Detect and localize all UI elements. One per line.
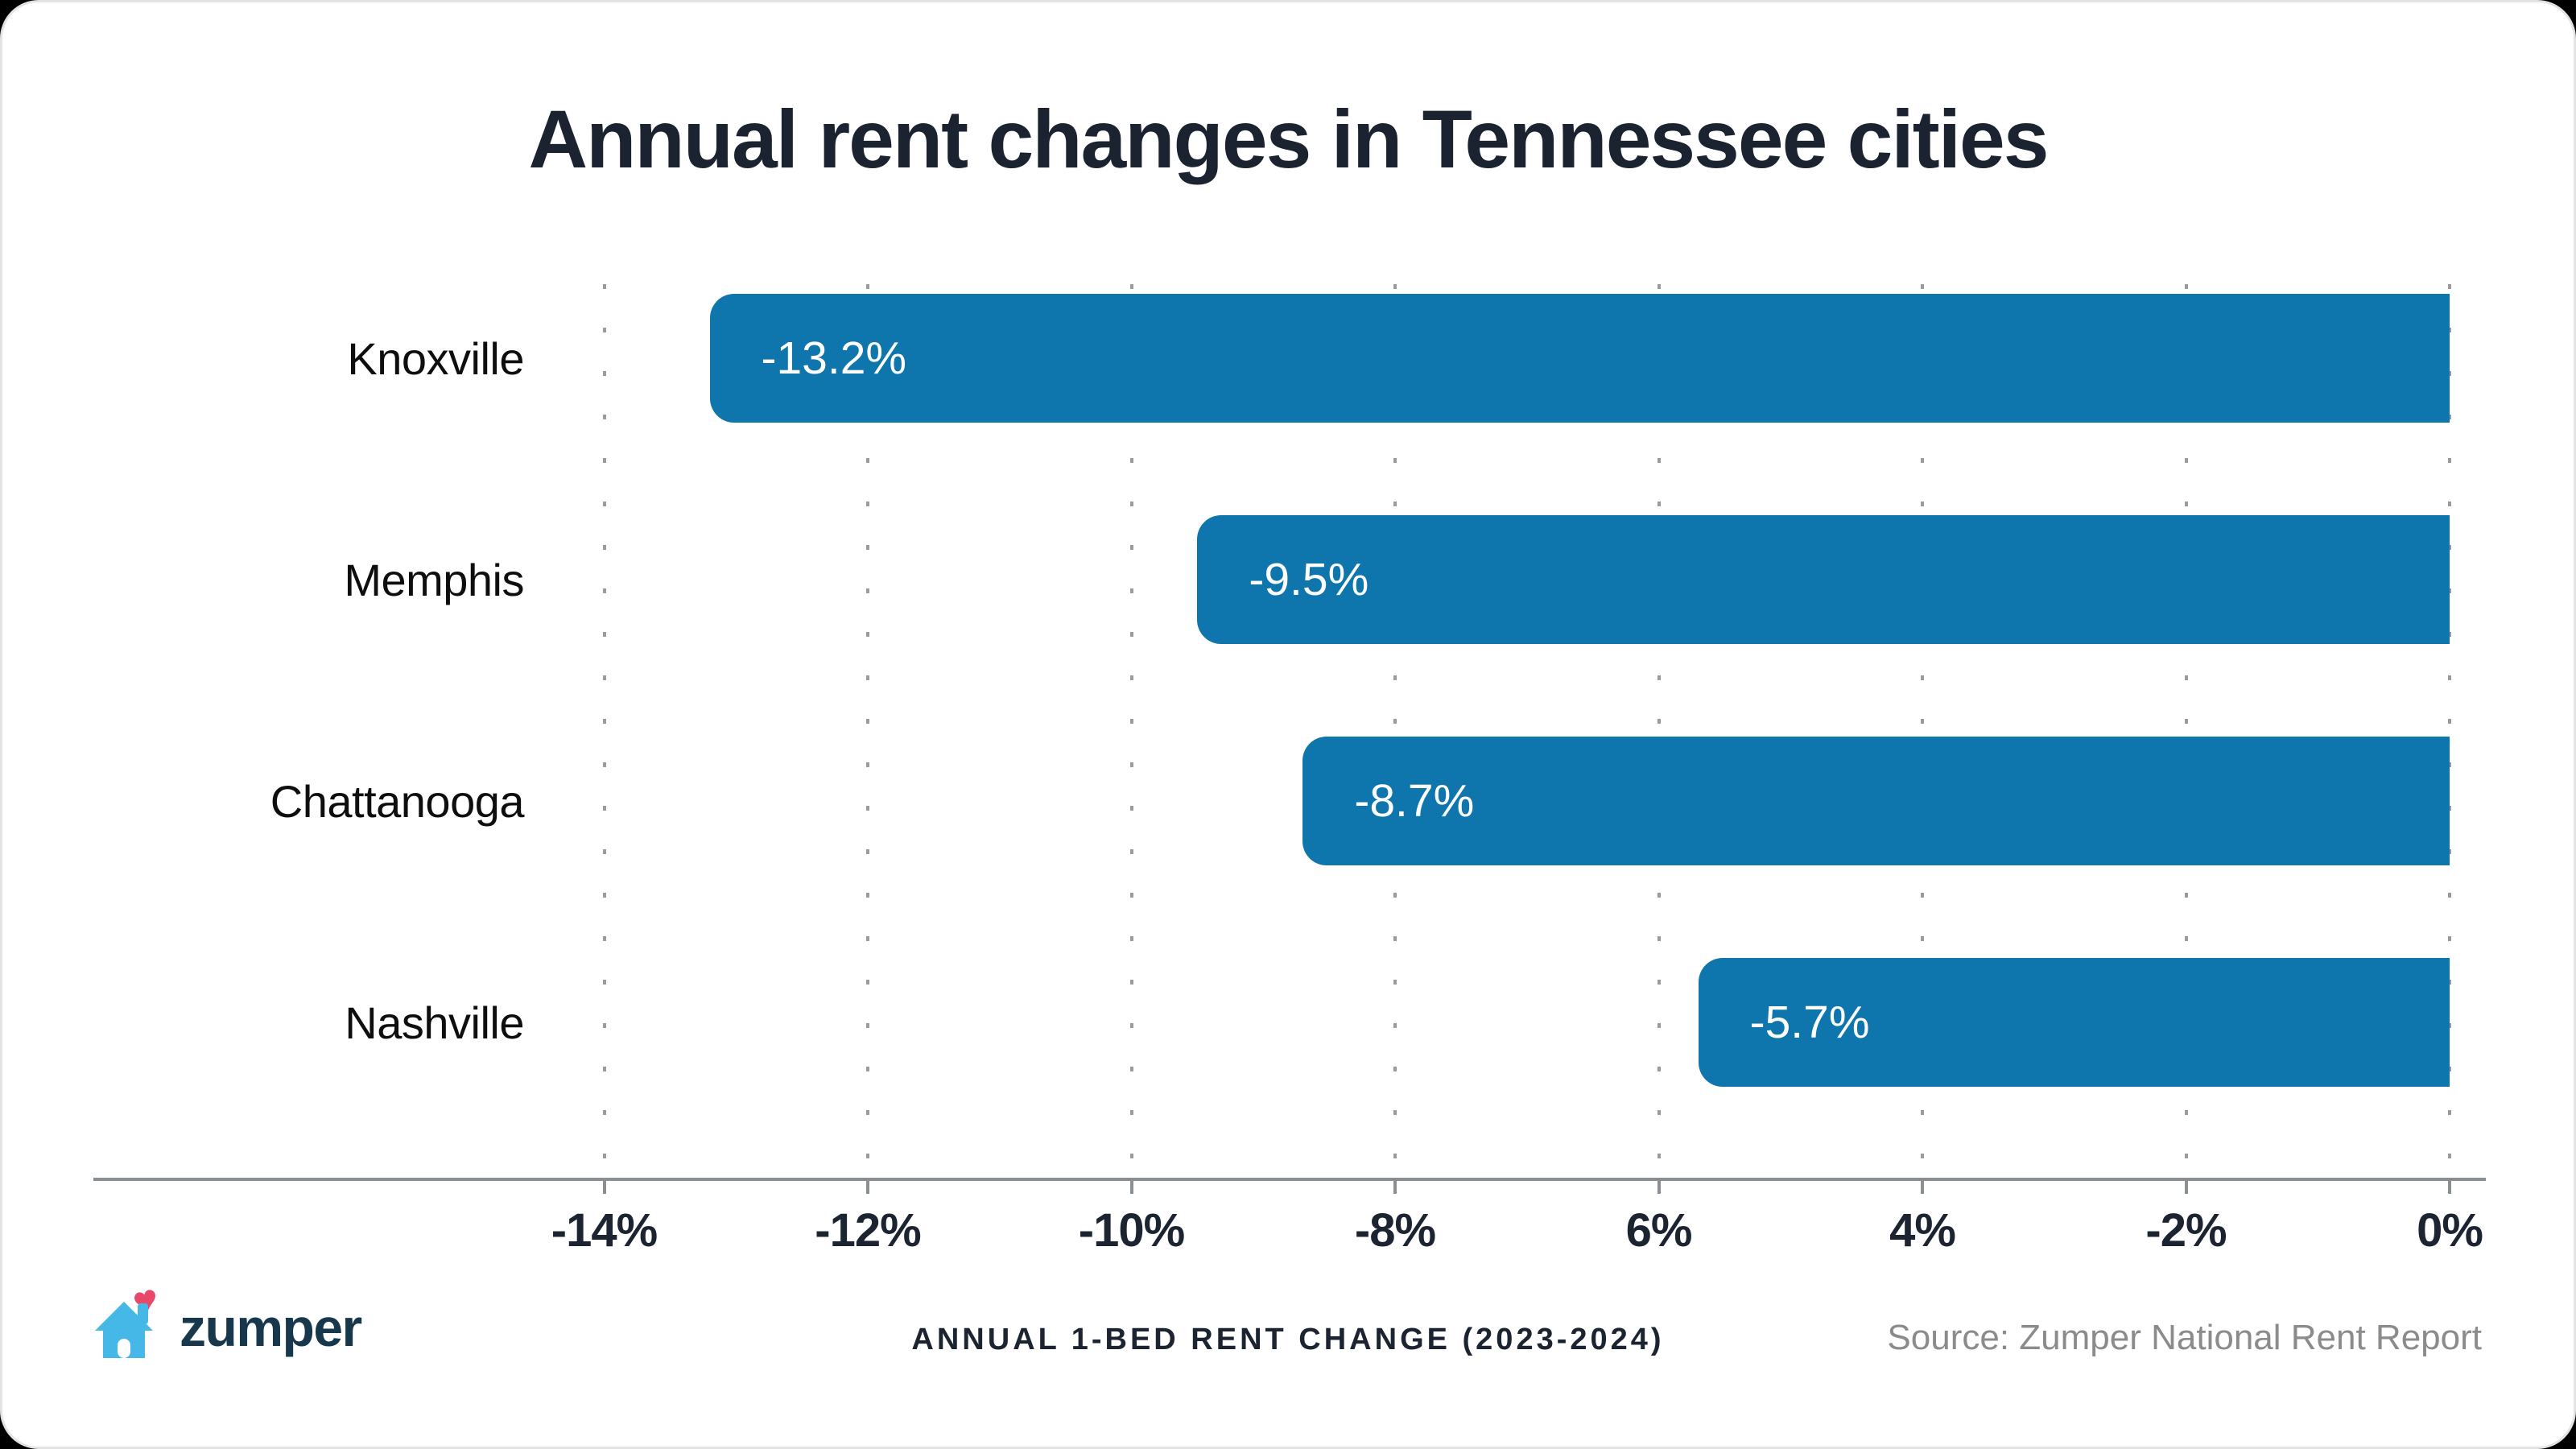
tick-label: 6%: [1625, 1204, 1693, 1257]
tick-mark: [602, 1179, 606, 1194]
bar-chattanooga: -8.7%: [1302, 737, 2450, 865]
gridline--12%: [866, 284, 869, 1179]
zumper-wordmark: zumper: [180, 1298, 362, 1357]
category-label-knoxville: Knoxville: [347, 332, 524, 384]
gridline-0%: [2448, 284, 2451, 1179]
gridline--2%: [2184, 284, 2188, 1179]
house-with-heart-icon: [93, 1289, 167, 1367]
chart-title: Annual rent changes in Tennessee cities: [528, 93, 2049, 185]
bar-knoxville: -13.2%: [709, 294, 2450, 423]
x-axis-line: [93, 1178, 2486, 1181]
heart-icon: [134, 1289, 155, 1311]
gridline--8%: [1393, 284, 1397, 1179]
tick-label: -12%: [815, 1204, 921, 1257]
bar-value-label: -9.5%: [1249, 554, 1369, 605]
bar-value-label: -5.7%: [1749, 997, 1870, 1048]
tick-label: -2%: [2145, 1204, 2227, 1257]
gridline--10%: [1129, 284, 1133, 1179]
gridline--14%: [602, 284, 606, 1179]
tick-label: -10%: [1078, 1204, 1185, 1257]
bar-nashville: -5.7%: [1698, 958, 2450, 1087]
tick-mark: [2184, 1179, 2188, 1194]
tick-label: 4%: [1889, 1204, 1956, 1257]
zumper-logo: zumper: [93, 1287, 362, 1368]
gridline-6%: [1657, 284, 1661, 1179]
source-credit: Source: Zumper National Rent Report: [1887, 1318, 2482, 1357]
tick-mark: [2448, 1179, 2451, 1194]
tick-label: -14%: [551, 1204, 658, 1257]
bar-value-label: -13.2%: [761, 332, 907, 384]
tick-mark: [1393, 1179, 1397, 1194]
category-label-chattanooga: Chattanooga: [270, 775, 525, 827]
tick-mark: [1657, 1179, 1661, 1194]
bar-value-label: -8.7%: [1354, 775, 1475, 827]
chart-caption: ANNUAL 1-BED RENT CHANGE (2023-2024): [911, 1323, 1665, 1356]
category-label-memphis: Memphis: [344, 554, 524, 605]
gridline-4%: [1921, 284, 1924, 1179]
tick-mark: [1921, 1179, 1924, 1194]
tick-mark: [1129, 1179, 1133, 1194]
tick-mark: [866, 1179, 869, 1194]
bar-memphis: -9.5%: [1197, 515, 2450, 644]
tick-label: 0%: [2417, 1204, 2483, 1257]
tick-label: -8%: [1354, 1204, 1436, 1257]
category-label-nashville: Nashville: [345, 997, 524, 1048]
